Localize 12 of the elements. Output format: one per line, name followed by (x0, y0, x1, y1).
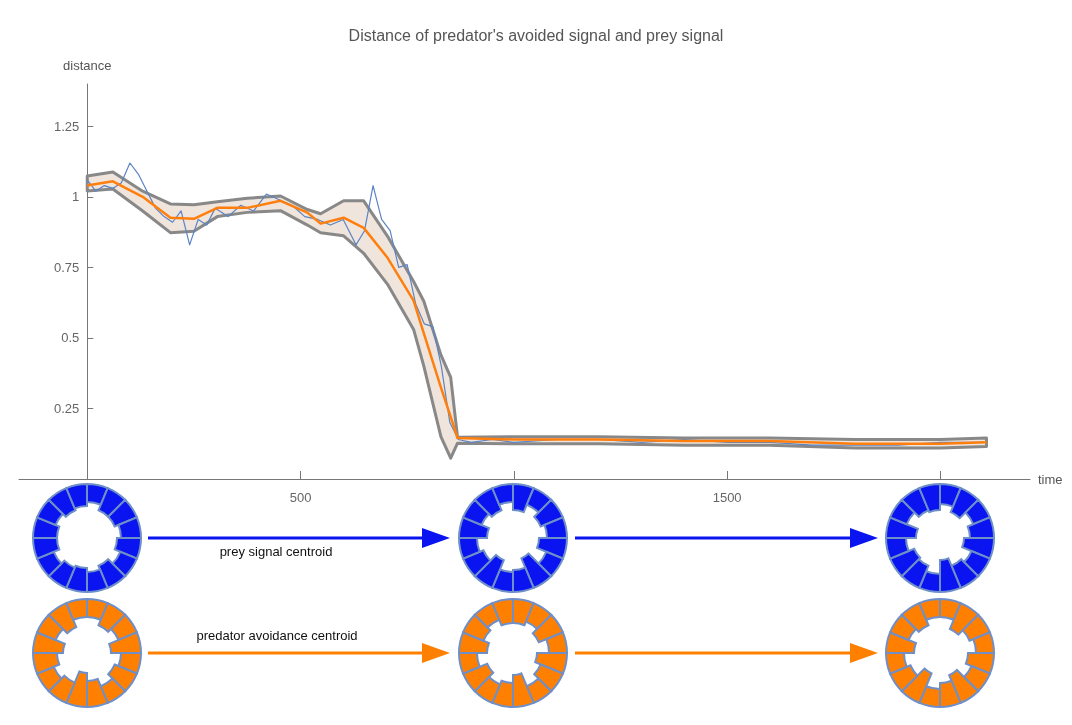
y-tick-label: 1 (72, 189, 80, 205)
x-tick-label: 1500 (712, 490, 742, 505)
y-tick-label: 0.75 (53, 259, 80, 275)
text: predator avoidance centroid (196, 627, 358, 643)
text: prey signal centroid (219, 543, 333, 559)
x-axis-title: time (1038, 471, 1063, 487)
y-tick-label: 1.25 (53, 118, 80, 134)
y-tick-label: 0.5 (61, 330, 80, 346)
y-tick-label: 0.25 (53, 400, 80, 416)
x-tick-label: 500 (289, 490, 312, 505)
y-axis-title: distance (63, 58, 112, 73)
chart-title: Distance of predator's avoided signal and prey signal (348, 26, 724, 44)
